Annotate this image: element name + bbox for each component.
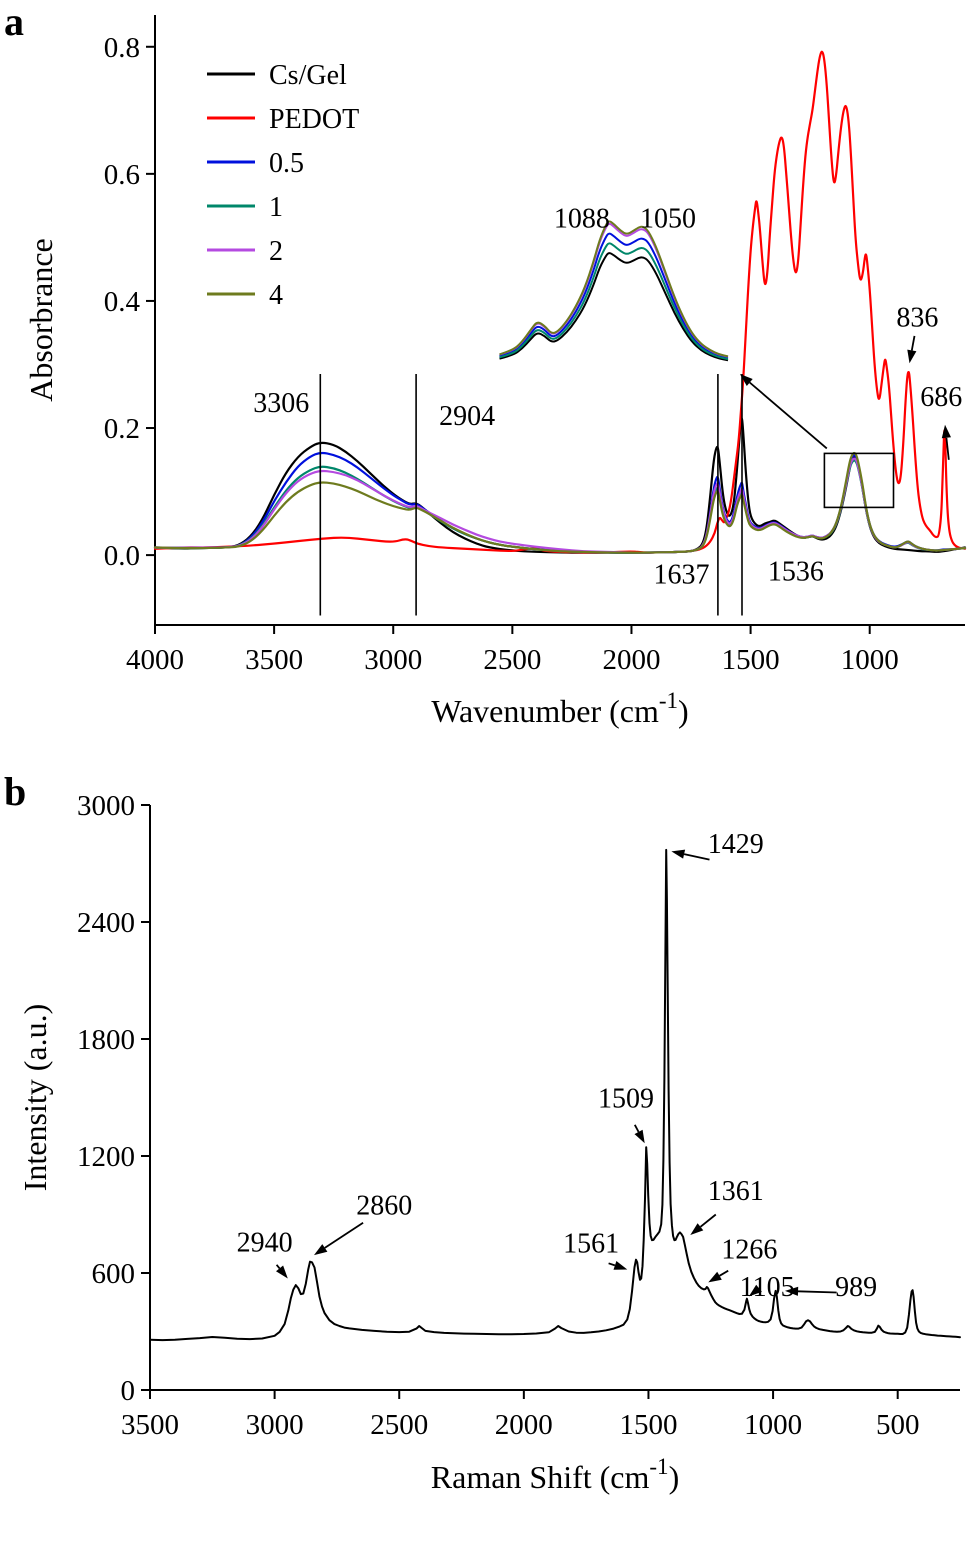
zoom-region-box <box>823 452 895 509</box>
annotations: 3306 2904 1637 1536 836 686 <box>253 302 962 616</box>
peak-label: 686 <box>920 382 962 413</box>
x-tick-label: 2000 <box>495 1409 553 1441</box>
inset-peak-label: 1088 <box>554 204 610 235</box>
x-axis-title: Raman Shift (cm-1) <box>431 1454 679 1495</box>
peak-label: 1429 <box>708 829 764 860</box>
y-axis-title: Intensity (a.u.) <box>17 1004 53 1192</box>
peak-label: 1561 <box>563 1229 619 1260</box>
peak-label: 2904 <box>439 401 495 432</box>
series-line-4 <box>153 451 967 554</box>
inset-series-4 <box>499 220 729 358</box>
y-tick-label: 0.0 <box>104 540 140 572</box>
peak-label: 836 <box>896 302 938 333</box>
legend-label: Cs/Gel <box>269 60 347 91</box>
panel-a-label: a <box>4 0 24 44</box>
panel-b: b 3500 3000 2500 2000 1500 1000 500 0 600 1200 180… <box>0 770 975 1544</box>
inset-series-cs-gel <box>499 252 729 362</box>
x-tick-label: 3500 <box>121 1409 179 1441</box>
y-tick-label: 1800 <box>77 1024 135 1056</box>
x-tick-label: 2000 <box>603 644 661 676</box>
y-tick-label: 0 <box>121 1375 136 1407</box>
peak-label: 989 <box>835 1272 877 1303</box>
axes <box>141 804 960 1399</box>
annotations: 1429 1509 1561 1361 1266 1105 989 2940 2860 <box>237 829 877 1303</box>
x-tick-label: 2500 <box>370 1409 428 1441</box>
y-tick-label: 3000 <box>77 790 135 822</box>
legend-label: 0.5 <box>269 148 304 179</box>
y-axis-title: Absorbrance <box>23 238 59 401</box>
x-tick-label: 1000 <box>841 644 899 676</box>
peak-label: 2940 <box>237 1228 293 1259</box>
peak-label: 3306 <box>253 388 309 419</box>
ftir-plot: 4000 3500 3000 2500 2000 1500 1000 0.0 0.2 0.4 0.6… <box>23 15 967 729</box>
peak-label: 1637 <box>654 560 710 591</box>
raman-plot: 3500 3000 2500 2000 1500 1000 500 0 600 1200 1800 2… <box>17 790 961 1495</box>
x-tick-label: 500 <box>876 1409 920 1441</box>
y-tick-label: 0.8 <box>104 32 140 64</box>
x-tick-label: 4000 <box>126 644 184 676</box>
x-axis-title: Wavenumber (cm-1) <box>431 688 688 729</box>
peak-label: 1266 <box>721 1234 777 1265</box>
x-tick-label: 3500 <box>245 644 303 676</box>
peak-label: 1509 <box>598 1083 654 1114</box>
x-tick-label: 1000 <box>744 1409 802 1441</box>
peak-label: 2860 <box>356 1191 412 1222</box>
ftir-chart: 4000 3500 3000 2500 2000 1500 1000 0.0 0.2 0.4 0.6… <box>0 0 975 770</box>
legend: Cs/Gel PEDOT 0.5 1 2 4 <box>207 60 359 311</box>
legend-label: 1 <box>269 192 283 223</box>
series-line-raman-spectrum <box>149 848 961 1342</box>
panel-a: a 4000 3500 3000 2500 2000 1500 1000 0.0 0.2 0.4 0… <box>0 0 975 770</box>
y-tick-label: 0.2 <box>104 413 140 445</box>
x-tick-label: 2500 <box>483 644 541 676</box>
raman-chart: 3500 3000 2500 2000 1500 1000 500 0 600 1200 1800 2… <box>0 770 975 1544</box>
legend-label: 2 <box>269 236 283 267</box>
inset-series-0-5 <box>499 232 729 359</box>
series-line-2 <box>153 457 967 554</box>
peak-label: 1105 <box>740 1272 795 1303</box>
x-tick-label: 1500 <box>722 644 780 676</box>
y-tick-label: 1200 <box>77 1141 135 1173</box>
tick-labels: 3500 3000 2500 2000 1500 1000 500 0 600 1200 1800 2… <box>77 790 919 1441</box>
series-group <box>153 50 967 554</box>
inset-peak-label: 1050 <box>640 204 696 235</box>
legend-label: 4 <box>269 280 283 311</box>
x-tick-label: 3000 <box>364 644 422 676</box>
axes <box>146 15 965 634</box>
y-tick-label: 600 <box>92 1258 136 1290</box>
tick-labels: 4000 3500 3000 2500 2000 1500 1000 0.0 0.2 0.4 0.6… <box>104 32 899 676</box>
x-tick-label: 3000 <box>246 1409 304 1441</box>
y-tick-label: 0.4 <box>104 286 141 318</box>
y-tick-label: 0.6 <box>104 159 140 191</box>
peak-label: 1361 <box>708 1176 764 1207</box>
y-tick-label: 2400 <box>77 907 135 939</box>
series-line-cs-gel <box>153 417 967 554</box>
panel-b-label: b <box>4 769 27 814</box>
legend-label: PEDOT <box>269 104 359 135</box>
inset-zoom: 1088 1050 <box>499 204 729 362</box>
series-group <box>149 848 961 1342</box>
peak-label: 1536 <box>768 557 824 588</box>
inset-series-1 <box>499 242 729 361</box>
x-tick-label: 1500 <box>620 1409 678 1441</box>
